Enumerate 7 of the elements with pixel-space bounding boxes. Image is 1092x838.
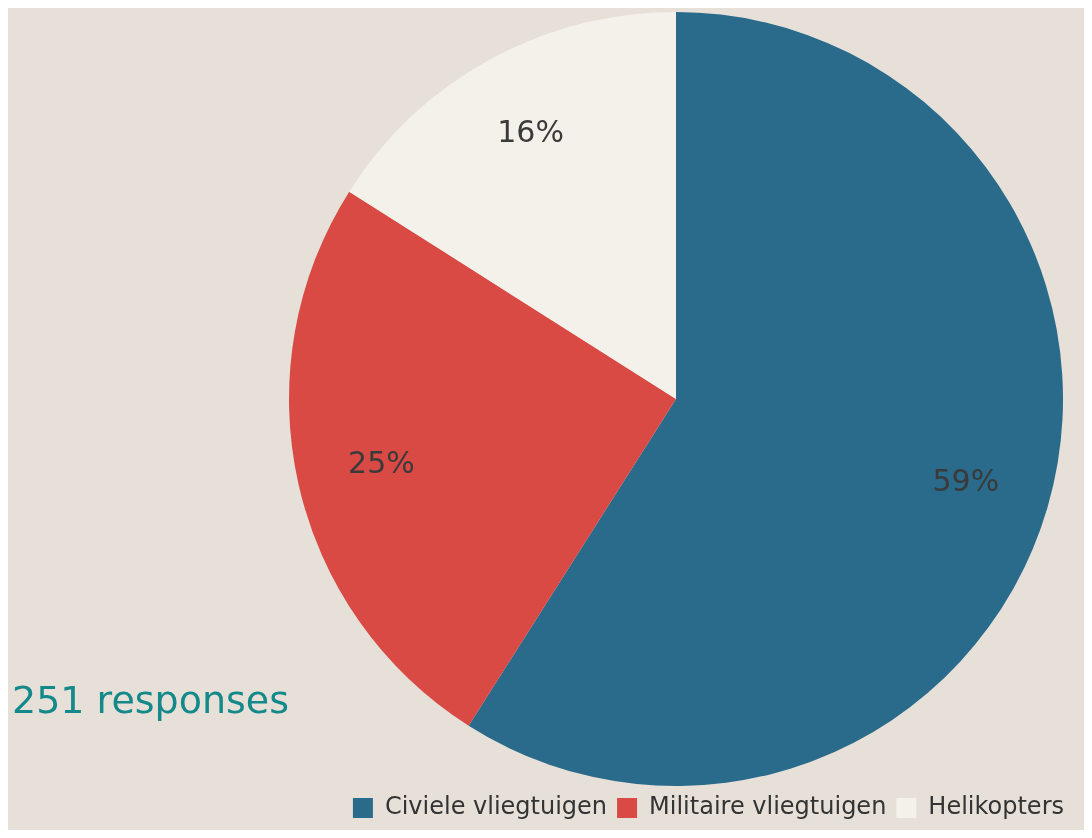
data-label: 16% [497,114,564,150]
legend-label: Helikopters [928,792,1064,821]
legend-label: Militaire vliegtuigen [649,792,887,821]
text: 251 responses [12,678,290,722]
legend-label: Civiele vliegtuigen [384,792,608,821]
data-label: 59% [932,463,1000,499]
data-label: 25% [348,444,415,480]
